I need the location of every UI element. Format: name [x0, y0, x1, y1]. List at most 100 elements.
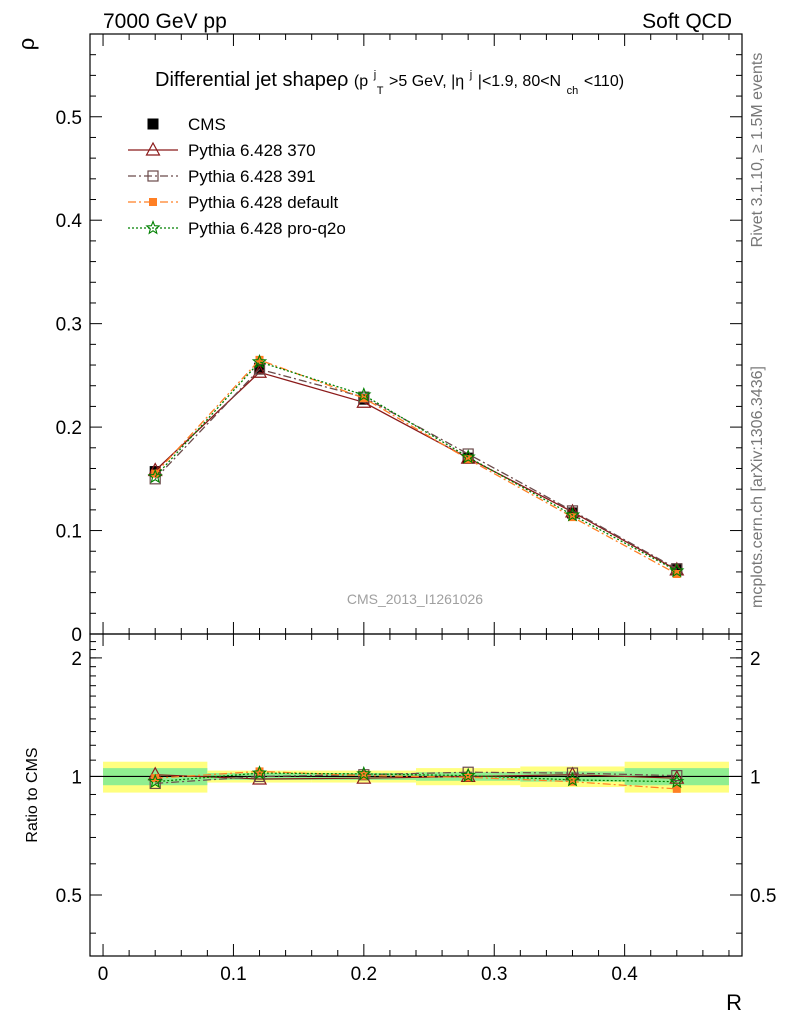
title-main: Differential jet shapeρ — [155, 69, 348, 91]
series-cms — [149, 362, 683, 575]
legend-label: Pythia 6.428 pro-q2o — [188, 219, 346, 238]
ratio-point — [460, 767, 476, 783]
ratio-point — [151, 774, 160, 783]
title-nch-sub: ch — [567, 85, 579, 97]
legend-marker — [145, 141, 161, 156]
legend-entry: Pythia 6.428 391 — [128, 167, 316, 186]
series-line — [154, 361, 678, 572]
x-tick-label: 0.4 — [611, 964, 638, 985]
ratio-point — [669, 769, 685, 784]
data-point — [255, 355, 264, 364]
legend-entry: Pythia 6.428 default — [128, 193, 339, 212]
data-point — [568, 513, 577, 522]
top-panel-series — [147, 353, 685, 578]
legend-entry: Pythia 6.428 370 — [128, 141, 316, 160]
ratio-point — [669, 773, 685, 789]
rivet-label: Rivet 3.1.10, ≥ 1.5M events — [749, 53, 766, 248]
y-tick-label: 0 — [71, 625, 82, 646]
analysis-watermark: CMS_2013_I1261026 — [347, 591, 483, 607]
x-tick-label: 0 — [98, 964, 109, 985]
ratio-panel-series — [147, 765, 685, 793]
title-after-eta: |<1.9, 80<N — [478, 73, 561, 90]
data-point — [251, 353, 268, 369]
y-tick-label: 0.1 — [56, 522, 82, 543]
ratio-y-tick-label-right: 1 — [750, 767, 761, 788]
ratio-point — [147, 773, 163, 789]
bottom-y-axis-label: Ratio to CMS — [24, 747, 41, 842]
x-tick-label: 0.2 — [351, 964, 377, 985]
series-line — [154, 368, 678, 570]
title-pt-sup: j — [373, 69, 376, 81]
ratio-point — [568, 777, 577, 786]
legend-marker — [149, 198, 157, 206]
series-line — [154, 371, 678, 571]
title-pt-sub: T — [377, 85, 384, 97]
data-point — [254, 362, 266, 374]
legend-entry: CMS — [147, 115, 226, 134]
legend-label: Pythia 6.428 default — [188, 193, 339, 212]
ratio-point — [672, 784, 681, 793]
ratio-y-tick-label: 0.5 — [56, 886, 82, 907]
ratio-y-tick-label-right: 0.5 — [750, 886, 776, 907]
ratio-line — [155, 772, 677, 783]
ratio-point — [356, 765, 372, 781]
y-tick-label: 0.3 — [56, 315, 82, 336]
ratio-point — [671, 769, 683, 782]
series-pythia-6-428-391 — [149, 363, 683, 575]
x-tick-label: 0.3 — [481, 964, 507, 985]
x-axis-label: R — [726, 990, 742, 1015]
data-point — [147, 468, 163, 484]
series-pythia-6-428-pro-q2o — [147, 353, 685, 578]
data-point — [566, 507, 578, 519]
top-y-axis-label: ρ — [14, 38, 39, 51]
ratio-line — [155, 771, 677, 784]
data-point — [671, 563, 683, 575]
x-tick-label: 0.1 — [220, 964, 246, 985]
legend-label: CMS — [188, 115, 226, 134]
y-tick-label: 0.5 — [56, 108, 82, 129]
y-tick-label: 0.2 — [56, 418, 82, 439]
bottom-panel-frame — [89, 633, 743, 957]
title-end: <110) — [584, 73, 624, 90]
data-point — [464, 455, 473, 464]
ratio-y-tick-label: 2 — [71, 649, 82, 670]
data-point — [564, 506, 581, 522]
title-eta-sup: j — [469, 69, 472, 81]
legend-marker — [145, 219, 161, 235]
series-pythia-6-428-370 — [147, 364, 685, 576]
legend-label: Pythia 6.428 370 — [188, 141, 316, 160]
series-line — [154, 359, 678, 575]
ratio-point — [464, 773, 473, 782]
legend-label: Pythia 6.428 391 — [188, 167, 316, 186]
mcplots-label: mcplots.cern.ch [arXiv:1306.3436] — [749, 366, 766, 608]
title-suffix: (p — [354, 73, 368, 90]
ratio-series-pythia-6-428-default — [151, 767, 681, 793]
ratio-series-pythia-6-428-pro-q2o — [147, 765, 685, 789]
ratio-point — [251, 765, 268, 780]
legend: CMS Pythia 6.428 370 Pythia 6.428 391 Pythi… — [128, 115, 346, 238]
ratio-point — [255, 767, 264, 776]
y-tick-label: 0.4 — [56, 211, 83, 232]
ratio-point — [358, 769, 370, 781]
data-point — [151, 469, 160, 478]
series-pythia-6-428-default — [151, 355, 681, 578]
data-point — [669, 562, 685, 578]
data-point — [356, 386, 372, 402]
data-point — [252, 364, 268, 378]
ratio-y-tick-label: 1 — [71, 767, 82, 788]
ratio-point — [359, 771, 368, 780]
legend-marker — [147, 170, 159, 182]
data-point — [460, 449, 476, 464]
title-after-pt: >5 GeV, |η — [389, 73, 464, 90]
axes-layer: 0 0.1 0.2 0.3 0.4 0 0.1 0.2 0.3 0.4 0.5 0.5 0.5 1 1 2 2 — [56, 33, 776, 985]
ratio-line — [155, 770, 677, 790]
ratio-point — [564, 771, 581, 787]
legend-marker — [147, 118, 159, 130]
ratio-y-tick-label-right: 2 — [750, 649, 761, 670]
legend-entry: Pythia 6.428 pro-q2o — [128, 219, 346, 238]
header-energy: 7000 GeV pp — [103, 10, 227, 33]
header-category: Soft QCD — [642, 10, 732, 33]
chart-title: Differential jet shapeρ (p j T >5 GeV, |… — [155, 61, 624, 99]
ratio-line — [155, 774, 677, 780]
